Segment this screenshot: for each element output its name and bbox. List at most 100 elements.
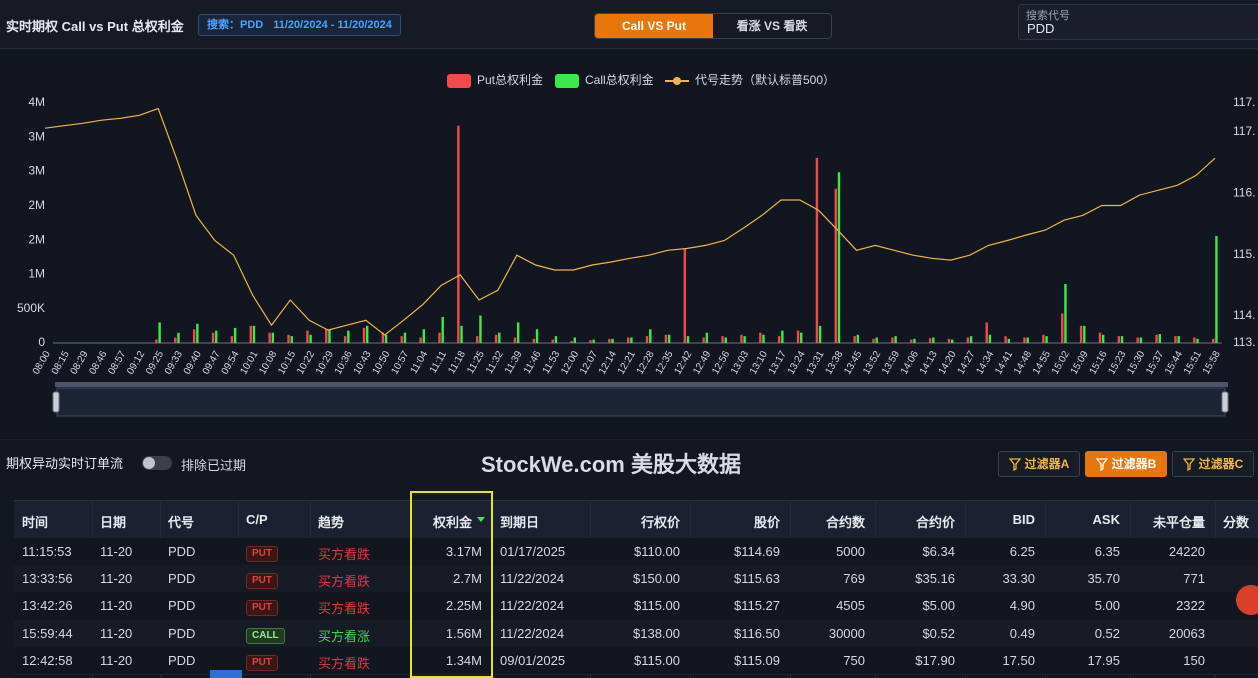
table-cell: 09/01/2025 — [500, 652, 566, 668]
toggle[interactable] — [142, 456, 172, 470]
plot-background — [0, 49, 1258, 440]
table-cell: 2.25M — [445, 598, 482, 614]
bar — [211, 332, 215, 343]
search-box[interactable]: 搜索代号 PDD — [1018, 4, 1258, 40]
tab[interactable]: 看涨 VS 看跌 — [736, 19, 808, 33]
bar — [494, 334, 498, 343]
toggle-label: 排除已过期 — [181, 458, 247, 473]
bar — [366, 325, 369, 343]
table-cell: 24220 — [1168, 544, 1205, 559]
bar — [535, 329, 539, 343]
bar — [1083, 325, 1086, 343]
bar — [196, 323, 199, 343]
bar — [1023, 337, 1026, 343]
bar — [230, 336, 234, 343]
table-cell: 11-20 — [100, 571, 133, 587]
bar — [683, 248, 687, 343]
bar — [403, 332, 407, 343]
bar — [1061, 313, 1064, 343]
bar — [1158, 334, 1161, 343]
bar — [325, 329, 328, 343]
table-cell: 35.70 — [1087, 571, 1120, 587]
table-cell: PDD — [168, 598, 196, 614]
page-title: 实时期权 Call vs Put 总权利金 — [6, 19, 184, 34]
y-tick-label: 4M — [28, 95, 45, 109]
bar — [158, 322, 161, 343]
column-header: 时间 — [22, 515, 49, 530]
bar — [268, 332, 271, 343]
bar — [290, 336, 293, 343]
chat-button[interactable] — [1236, 585, 1258, 615]
table-cell: 17.50 — [1002, 652, 1035, 668]
filter-label: 过滤器B — [1111, 457, 1157, 471]
table-cell: $115.00 — [633, 598, 680, 614]
table-cell: $115.00 — [633, 652, 680, 668]
search-label: 搜索代号 — [1026, 10, 1070, 22]
y2-tick-label: 117. — [1233, 124, 1255, 138]
bar — [932, 337, 935, 343]
bar — [702, 337, 705, 343]
bar — [592, 339, 595, 343]
table-cell: 11/22/2024 — [500, 625, 565, 641]
bar — [1193, 337, 1196, 343]
table-cell: 30000 — [828, 625, 865, 641]
bar — [1174, 336, 1177, 343]
bar — [818, 325, 822, 343]
zoom-window — [56, 387, 1226, 417]
bar — [570, 340, 573, 343]
column-header: ASK — [1092, 512, 1120, 527]
bar — [611, 338, 614, 343]
bar — [759, 332, 762, 343]
table-cell: PDD — [168, 625, 196, 641]
table-cell: 11-20 — [100, 598, 133, 614]
bar — [177, 332, 180, 343]
table-cell: 01/17/2025 — [500, 544, 566, 559]
y2-tick-label: 113. — [1233, 335, 1255, 349]
bar — [419, 337, 422, 343]
filter-button[interactable]: 过滤器A — [998, 451, 1080, 477]
y-tick-label: 2M — [28, 198, 45, 212]
table-cell: PDD — [168, 571, 196, 587]
bar — [649, 329, 652, 343]
bar — [476, 336, 479, 343]
tab[interactable]: Call VS Put — [595, 14, 713, 38]
zoom-handle — [52, 391, 60, 413]
bar — [667, 334, 671, 343]
legend-label: Put总权利金 — [477, 72, 543, 87]
filter-icon — [1008, 458, 1022, 472]
table-cell: 11-20 — [100, 625, 133, 641]
legend-dot — [673, 77, 681, 85]
bar — [834, 188, 837, 343]
table-cell: 0.49 — [1009, 625, 1035, 641]
cp-badge: PUT — [246, 573, 278, 590]
table-cell: $5.00 — [922, 598, 955, 614]
badge-range: 11/20/2024 - 11/20/2024 — [273, 19, 392, 31]
legend-label: Call总权利金 — [585, 72, 654, 87]
column-header: BID — [1012, 512, 1035, 527]
bar — [853, 336, 856, 343]
table-cell: 2322 — [1176, 598, 1205, 614]
sort-caret[interactable] — [477, 517, 485, 522]
table-cell: 12:42:58 — [22, 652, 73, 668]
bar — [740, 334, 743, 343]
bar — [1136, 337, 1139, 343]
bar — [837, 172, 841, 343]
y-tick-label: 1M — [28, 267, 45, 281]
filter-button[interactable]: 过滤器C — [1172, 451, 1254, 477]
bar — [1045, 336, 1048, 343]
bar — [1212, 338, 1215, 343]
highlight-box — [410, 491, 493, 678]
filter-button[interactable]: 过滤器B — [1085, 451, 1167, 477]
bar — [1215, 236, 1218, 343]
table-cell: $0.52 — [922, 625, 955, 641]
bar — [743, 336, 746, 343]
bar — [328, 329, 331, 343]
table-cell: 13:33:56 — [22, 571, 73, 587]
table-cell: 13:42:26 — [22, 598, 73, 614]
table-cell: PDD — [168, 544, 196, 559]
bar — [891, 337, 894, 343]
table-cell: $115.09 — [733, 652, 780, 668]
bar — [724, 337, 727, 343]
bar — [1042, 334, 1045, 343]
